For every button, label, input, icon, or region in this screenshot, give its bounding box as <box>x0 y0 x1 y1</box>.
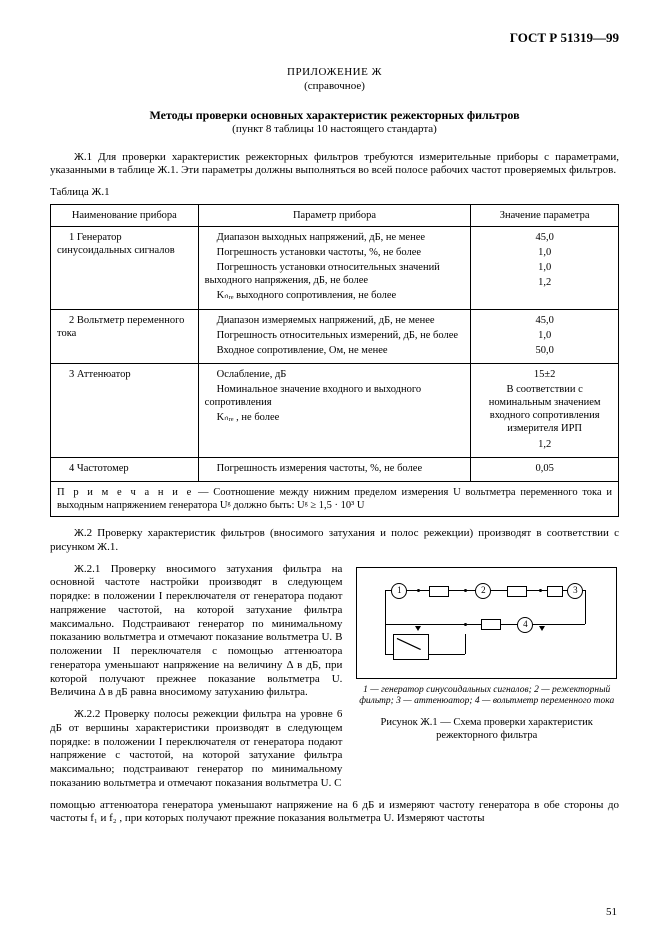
node-3: 3 <box>567 583 583 599</box>
instruments-table: Наименование прибора Параметр прибора Зн… <box>50 204 619 517</box>
table-row-params: Диапазон измеряемых напряжений, дБ, не м… <box>198 309 471 363</box>
table-row-values: 45,01,050,0 <box>471 309 619 363</box>
th-value: Значение параметра <box>471 204 619 226</box>
appendix-subtitle: (справочное) <box>50 80 619 94</box>
node-4: 4 <box>517 617 533 633</box>
appendix-title: ПРИЛОЖЕНИЕ Ж <box>50 66 619 80</box>
box-icon <box>547 586 563 597</box>
table-row-params: Диапазон выходных напряжений, дБ, не мен… <box>198 226 471 309</box>
standard-id: ГОСТ Р 51319—99 <box>50 30 619 46</box>
node-1: 1 <box>391 583 407 599</box>
page: ГОСТ Р 51319—99 ПРИЛОЖЕНИЕ Ж (справочное… <box>0 0 661 936</box>
table-row-values: 15±2В соответствии с номинальным значени… <box>471 363 619 457</box>
figure-diagram: 1 2 3 4 <box>356 567 617 679</box>
box-icon <box>481 619 501 630</box>
node-2: 2 <box>475 583 491 599</box>
table-row-params: Погрешность измерения частоты, %, не бол… <box>198 457 471 481</box>
table-row-name: 4 Частотомер <box>51 457 199 481</box>
section-heading: Методы проверки основных характеристик р… <box>50 108 619 123</box>
paragraph-j21: Ж.2.1 Проверку вносимого затухания фильт… <box>50 563 342 701</box>
paragraph-j2: Ж.2 Проверку характеристик фильтров (вно… <box>50 527 619 555</box>
page-number: 51 <box>606 906 617 920</box>
box-icon <box>507 586 527 597</box>
th-param: Параметр прибора <box>198 204 471 226</box>
paragraph-tail: помощью аттенюатора генератора уменьшают… <box>50 799 619 827</box>
table-row-values: 0,05 <box>471 457 619 481</box>
figure-legend: 1 — генератор синусоидальных сигналов; 2… <box>358 685 615 709</box>
two-column-block: Ж.2.1 Проверку вносимого затухания фильт… <box>50 563 619 799</box>
paragraph-j22: Ж.2.2 Проверку полосы режекции фильтра н… <box>50 708 342 791</box>
table-row-values: 45,01,01,01,2 <box>471 226 619 309</box>
table-note: П р и м е ч а н и е — Соотношение между … <box>51 481 619 516</box>
right-column: 1 2 3 4 1 — ген <box>354 563 619 799</box>
left-column: Ж.2.1 Проверку вносимого затухания фильт… <box>50 563 342 799</box>
table-row-name: 2 Вольтметр переменного тока <box>51 309 199 363</box>
table-label: Таблица Ж.1 <box>50 186 619 200</box>
section-subheading: (пункт 8 таблицы 10 настоящего стандарта… <box>50 123 619 137</box>
table-row-params: Ослабление, дБНоминальное значение входн… <box>198 363 471 457</box>
table-row-name: 1 Генератор синусоидальных сигналов <box>51 226 199 309</box>
box-icon <box>429 586 449 597</box>
th-name: Наименование прибора <box>51 204 199 226</box>
paragraph-j1: Ж.1 Для проверки характеристик режекторн… <box>50 151 619 179</box>
table-row-name: 3 Аттенюатор <box>51 363 199 457</box>
switch-icon <box>393 634 429 660</box>
figure-caption: Рисунок Ж.1 — Схема проверки характерист… <box>358 716 615 742</box>
